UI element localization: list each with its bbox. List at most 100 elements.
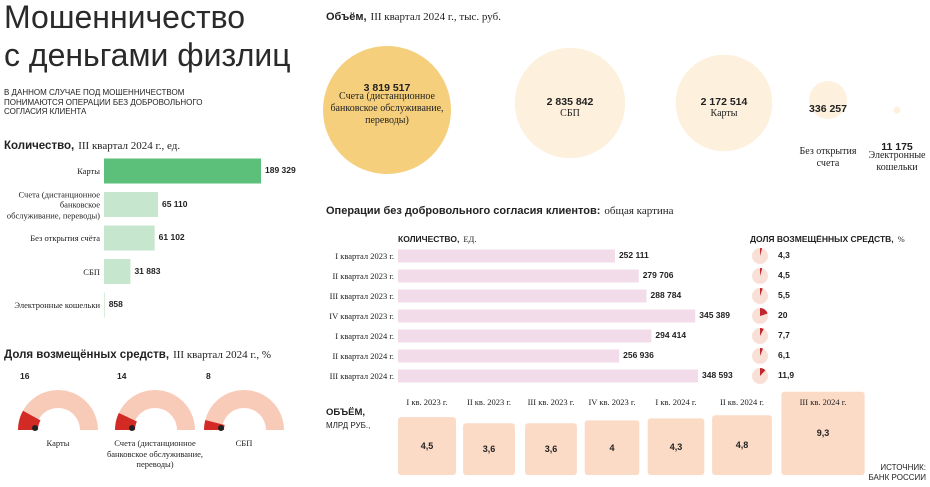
category-label: III кв. 2024 г.	[799, 397, 847, 407]
category-label: I квартал 2023 г.	[335, 250, 394, 261]
value-label: 3,6	[482, 443, 496, 454]
value-label: 256 936	[623, 350, 654, 361]
square	[584, 420, 640, 475]
value-label: 31 883	[134, 265, 161, 276]
category-label: IV квартал 2023 г.	[329, 310, 394, 321]
category-label: Без открытия счёта	[30, 232, 100, 243]
value-label: 61 102	[158, 232, 185, 243]
category-label: Электронные кошельки	[14, 299, 100, 310]
subtitle: В ДАННОМ СЛУЧАЕ ПОД МОШЕННИЧЕСТВОМ ПОНИМ…	[4, 88, 203, 116]
value-label: 8	[206, 371, 211, 381]
heading-regular: III квартал 2024 г., ед.	[78, 140, 181, 152]
value-label: 279 706	[642, 270, 674, 281]
category-label: Карты	[710, 108, 738, 119]
value-label: 4,3	[778, 250, 790, 261]
category-label: СБП	[235, 438, 253, 448]
square	[525, 423, 577, 475]
value-label: 3 819 517	[363, 82, 411, 94]
heading: Доля возмещённых средств, III квартал 202…	[4, 345, 271, 363]
heading-regular: МЛРД РУБ.,	[326, 421, 371, 430]
value-label: 9,3	[816, 428, 830, 439]
bubble	[675, 54, 773, 152]
bar	[398, 249, 615, 263]
heading: ДОЛЯ ВОЗМЕЩЁННЫХ СРЕДСТВ,%	[750, 229, 905, 247]
pie-slice	[760, 328, 764, 336]
value-label: 4	[609, 442, 615, 453]
value-label: 348 593	[702, 370, 733, 381]
category-label: Счета (дистанционное банковское обслужив…	[106, 438, 204, 469]
category-label: Без открытия счета	[799, 146, 857, 169]
category-label: СБП	[560, 108, 580, 119]
gauge-pivot	[218, 425, 224, 431]
bar	[398, 289, 647, 303]
pie-slice	[760, 308, 768, 316]
value-label: 4,5	[778, 270, 790, 281]
heading: Количество, III квартал 2024 г., ед.	[4, 136, 180, 154]
value-label: 16	[20, 371, 30, 381]
bar	[398, 349, 620, 363]
category-label: I кв. 2024 г.	[655, 397, 697, 407]
value-label: 65 110	[161, 198, 188, 209]
value-label: 5,5	[778, 290, 790, 301]
value-label: 336 257	[809, 103, 847, 115]
square	[647, 418, 705, 475]
pie-slice	[760, 248, 763, 256]
category-label: III кв. 2023 г.	[527, 397, 575, 407]
heading-regular: III квартал 2024 г., тыс. руб.	[370, 11, 501, 23]
bubble	[323, 46, 451, 174]
value-label: 252 111	[618, 250, 649, 261]
value-label: 4,8	[735, 439, 749, 450]
heading-regular: %	[897, 234, 905, 244]
category-label: Счета (дистанционное банковское обслужив…	[330, 91, 444, 126]
category-label: II кв. 2023 г.	[467, 397, 511, 407]
heading-regular: ЕД.	[463, 234, 477, 244]
gauge-base	[204, 390, 284, 430]
square	[712, 415, 772, 475]
category-label: II квартал 2024 г.	[332, 350, 394, 361]
value-label: 2 835 842	[546, 96, 594, 108]
gauge-base	[115, 390, 195, 430]
bar	[104, 225, 155, 251]
heading-bold: ОБЪЁМ,	[326, 407, 366, 418]
pie-slice	[760, 268, 763, 276]
bar	[104, 259, 131, 284]
value-label: 11 175	[881, 141, 913, 153]
category-label: Карты	[46, 438, 70, 448]
bubble	[893, 106, 901, 114]
value-label: 14	[117, 371, 127, 381]
category-label: Карты	[77, 165, 100, 176]
value-label: 4,5	[420, 440, 434, 451]
pie-slice	[760, 288, 763, 296]
value-label: 11,9	[778, 370, 795, 381]
heading-bold: ДОЛЯ ВОЗМЕЩЁННЫХ СРЕДСТВ,	[750, 234, 894, 244]
heading-bold: КОЛИЧЕСТВО,	[398, 234, 460, 244]
square	[398, 417, 456, 475]
category-label: I квартал 2024 г.	[335, 330, 394, 341]
heading-bold: Объём,	[326, 11, 367, 23]
value-label: 858	[108, 299, 123, 310]
heading-bold: Доля возмещённых средств,	[4, 349, 170, 361]
category-label: СБП	[83, 266, 100, 277]
bar	[398, 269, 639, 283]
category-label: Электронные кошельки	[868, 150, 926, 173]
heading-regular: общая картина	[604, 205, 674, 217]
value-label: 4,3	[669, 441, 683, 452]
heading-regular: III квартал 2024 г., %	[173, 349, 272, 361]
title: Мошенничество	[4, 0, 246, 35]
bar	[398, 309, 696, 323]
value-label: 294 414	[655, 330, 687, 341]
heading: Операции без добровольного согласия клие…	[326, 201, 674, 219]
heading: Объём, III квартал 2024 г., тыс. руб.	[326, 7, 501, 25]
value-label: 7,7	[778, 330, 790, 341]
heading: КОЛИЧЕСТВО, ЕД.	[398, 229, 476, 247]
square	[463, 423, 515, 475]
gauge-pivot	[129, 425, 135, 431]
category-label: II квартал 2023 г.	[332, 270, 394, 281]
bar	[398, 329, 652, 343]
bar	[398, 369, 698, 383]
value-label: 20	[778, 310, 788, 321]
source: ИСТОЧНИК: БАНК РОССИИ	[868, 463, 926, 482]
bar	[104, 158, 261, 184]
